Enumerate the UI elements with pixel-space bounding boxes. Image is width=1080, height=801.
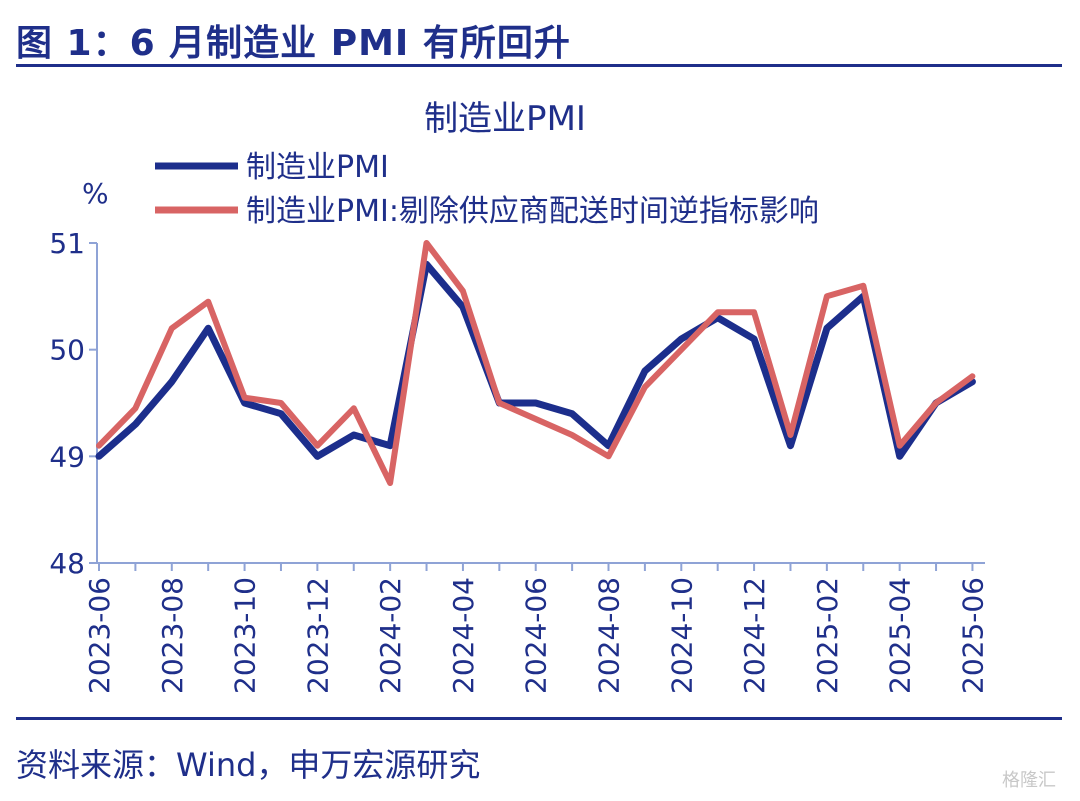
series-lines	[95, 240, 976, 486]
x-tick-label: 2024-12	[738, 577, 771, 694]
y-tick-label: 49	[49, 440, 85, 473]
series-line-1	[95, 260, 976, 460]
figure-title: 图 1：6 月制造业 PMI 有所回升	[16, 23, 571, 64]
y-tick-labels: 48 49 50 51	[49, 227, 85, 580]
x-tick-label: 2025-04	[884, 577, 917, 694]
y-axis-unit: %	[82, 177, 109, 210]
x-tick-label: 2024-06	[520, 577, 553, 694]
chart-title: 制造业PMI	[424, 99, 586, 139]
x-tick-label: 2023-12	[301, 577, 334, 694]
axes	[89, 242, 985, 571]
y-tick-label: 48	[49, 547, 85, 580]
y-tick-label: 50	[49, 334, 85, 367]
legend-label-series-1: 制造业PMI	[246, 150, 389, 185]
watermark-logo: 格隆汇	[1002, 770, 1056, 791]
legend-label-series-2: 制造业PMI:剔除供应商配送时间逆指标影响	[246, 194, 819, 229]
series-line-2	[96, 240, 976, 486]
x-tick-label: 2023-06	[83, 577, 116, 694]
x-tick-label: 2025-06	[956, 577, 989, 694]
x-tick-label: 2023-08	[156, 577, 189, 694]
x-tick-label: 2023-10	[229, 577, 262, 694]
bottom-divider	[16, 717, 1062, 720]
y-tick-label: 51	[49, 227, 85, 260]
x-tick-label: 2024-08	[593, 577, 626, 694]
top-divider	[16, 64, 1062, 67]
x-tick-label: 2025-02	[811, 577, 844, 694]
x-tick-label: 2024-04	[447, 577, 480, 694]
x-tick-labels: 2023-06 2023-08 2023-10 2023-12 2024-02 2024-…	[83, 577, 989, 694]
pmi-line-chart: 制造业PMI 制造业PMI 制造业PMI:剔除供应商配送时间逆指标影响 % 48…	[49, 99, 989, 694]
x-tick-label: 2024-02	[374, 577, 407, 694]
source-note: 资料来源：Wind，申万宏源研究	[16, 746, 481, 784]
x-tick-label: 2024-10	[665, 577, 698, 694]
